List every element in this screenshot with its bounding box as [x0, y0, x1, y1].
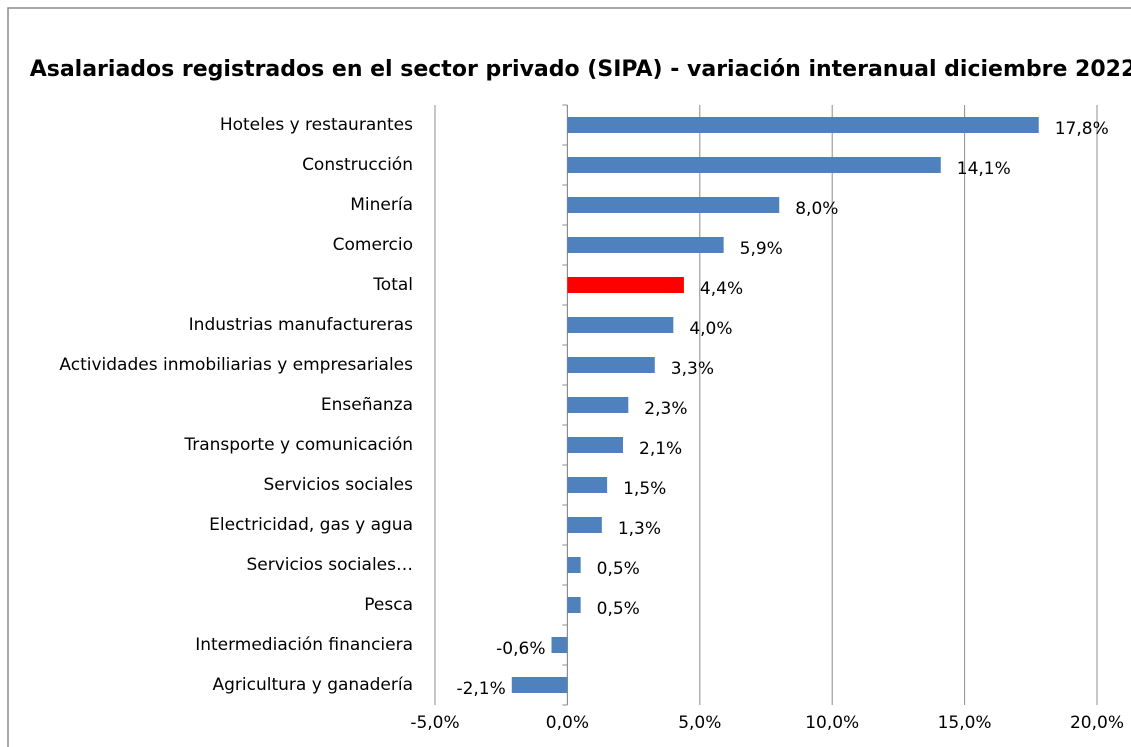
y-tick-label: Intermediación financiera [195, 635, 413, 655]
y-tick-label: Enseñanza [321, 395, 413, 415]
value-label: 2,1% [639, 439, 682, 459]
value-label: 4,0% [689, 319, 732, 339]
y-tick-label: Minería [350, 195, 413, 215]
bar [567, 117, 1039, 133]
bar [567, 317, 674, 333]
value-label: 4,4% [700, 279, 743, 299]
bar [567, 237, 724, 253]
bar [511, 677, 568, 693]
y-tick-label: Hoteles y restaurantes [220, 115, 413, 135]
bar [567, 517, 602, 533]
x-tick-label: 0,0% [546, 713, 589, 733]
y-tick-label: Total [372, 275, 413, 295]
bar [567, 157, 941, 173]
y-tick-label: Comercio [333, 235, 413, 255]
value-label: 0,5% [597, 599, 640, 619]
x-tick-label: 10,0% [805, 713, 859, 733]
value-label: 14,1% [957, 159, 1011, 179]
value-label: 1,3% [618, 519, 661, 539]
y-tick-label: Construcción [302, 155, 413, 175]
y-tick-label: Transporte y comunicación [183, 435, 413, 455]
bar [567, 597, 581, 613]
bar [567, 357, 655, 373]
value-label: 0,5% [597, 559, 640, 579]
value-label: 3,3% [671, 359, 714, 379]
value-label: -0,6% [496, 639, 545, 659]
bar [567, 197, 780, 213]
value-label: 2,3% [644, 399, 687, 419]
bar [551, 637, 568, 653]
y-tick-label: Servicios sociales… [246, 555, 413, 575]
bar [567, 397, 629, 413]
y-tick-label: Electricidad, gas y agua [209, 515, 413, 535]
value-label: 1,5% [623, 479, 666, 499]
value-label: 8,0% [795, 199, 838, 219]
x-tick-label: 5,0% [678, 713, 721, 733]
x-tick-label: 20,0% [1070, 713, 1124, 733]
y-tick-label: Industrias manufactureras [189, 315, 413, 335]
bar [567, 437, 624, 453]
value-label: 17,8% [1055, 119, 1109, 139]
chart-title: Asalariados registrados en el sector pri… [30, 57, 1131, 82]
bar [567, 477, 608, 493]
y-tick-label: Servicios sociales [263, 475, 413, 495]
y-tick-label: Pesca [364, 595, 413, 615]
bar [567, 557, 581, 573]
x-tick-label: 15,0% [938, 713, 992, 733]
y-tick-label: Actividades inmobiliarias y empresariale… [59, 355, 413, 375]
value-label: -2,1% [456, 679, 505, 699]
bar [567, 277, 684, 293]
y-tick-label: Agricultura y ganadería [213, 675, 413, 695]
x-tick-label: -5,0% [410, 713, 459, 733]
value-label: 5,9% [740, 239, 783, 259]
